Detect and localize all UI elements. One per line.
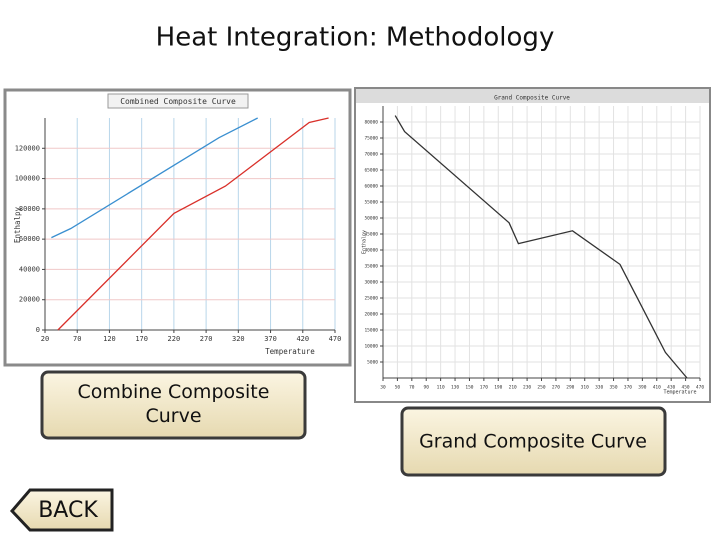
y-tick-label: 60000 bbox=[19, 235, 40, 243]
x-tick-label: 330 bbox=[595, 385, 603, 391]
slide-title: Heat Integration: Methodology bbox=[156, 23, 555, 53]
x-tick-label: 110 bbox=[437, 385, 445, 391]
x-tick-label: 50 bbox=[395, 385, 401, 391]
line-series bbox=[394, 115, 688, 379]
x-tick-label: 120 bbox=[103, 335, 116, 343]
chart-title-box bbox=[107, 93, 249, 109]
y-tick-label: 100000 bbox=[15, 175, 40, 183]
x-tick-label: 390 bbox=[638, 385, 646, 391]
y-tick-label: 60000 bbox=[364, 184, 378, 190]
x-tick-label: 270 bbox=[200, 335, 213, 343]
chart-frame bbox=[354, 87, 711, 403]
x-tick-label: 130 bbox=[451, 385, 459, 391]
y-tick-label: 45000 bbox=[364, 232, 378, 238]
x-tick-label: 370 bbox=[264, 335, 277, 343]
y-tick-label: 20000 bbox=[364, 312, 378, 318]
x-tick-label: 70 bbox=[409, 385, 415, 391]
y-axis-label: Enthalpy bbox=[362, 230, 368, 254]
y-tick-label: 20000 bbox=[19, 296, 40, 304]
x-tick-label: 70 bbox=[73, 335, 81, 343]
x-tick-label: 290 bbox=[566, 385, 574, 391]
y-tick-label: 5000 bbox=[367, 360, 378, 366]
button-bg[interactable] bbox=[400, 406, 667, 477]
combine-button[interactable]: Combine Composite Curve bbox=[40, 370, 307, 440]
y-tick-label: 65000 bbox=[364, 168, 378, 174]
chart-title: Combined Composite Curve bbox=[120, 97, 236, 106]
button-label[interactable]: BACK bbox=[38, 498, 98, 523]
x-tick-label: 350 bbox=[609, 385, 617, 391]
x-tick-label: 470 bbox=[696, 385, 704, 391]
button-bg[interactable] bbox=[40, 370, 307, 440]
x-tick-label: 270 bbox=[552, 385, 560, 391]
y-tick-label: 55000 bbox=[364, 200, 378, 206]
y-tick-label: 40000 bbox=[19, 265, 40, 273]
line-series bbox=[57, 117, 329, 331]
x-tick-label: 320 bbox=[232, 335, 245, 343]
button-label[interactable]: Combine Composite Curve bbox=[77, 381, 270, 427]
chart-title-bar bbox=[356, 89, 709, 103]
x-tick-label: 170 bbox=[480, 385, 488, 391]
y-tick-label: 80000 bbox=[364, 120, 378, 126]
x-tick-label: 230 bbox=[523, 385, 531, 391]
button-bg[interactable] bbox=[9, 488, 114, 532]
x-tick-label: 250 bbox=[537, 385, 545, 391]
x-tick-label: 310 bbox=[581, 385, 589, 391]
x-axis-label: Temperature bbox=[663, 390, 696, 396]
y-tick-label: 75000 bbox=[364, 136, 378, 142]
y-axis-label: Enthalpy bbox=[13, 206, 22, 243]
x-tick-label: 150 bbox=[465, 385, 473, 391]
grand-button[interactable]: Grand Composite Curve bbox=[400, 406, 667, 477]
y-tick-label: 70000 bbox=[364, 152, 378, 158]
x-tick-label: 220 bbox=[168, 335, 181, 343]
x-tick-label: 210 bbox=[509, 385, 517, 391]
x-tick-label: 450 bbox=[682, 385, 690, 391]
y-tick-label: 35000 bbox=[364, 264, 378, 270]
y-tick-label: 80000 bbox=[19, 205, 40, 213]
y-tick-label: 15000 bbox=[364, 328, 378, 334]
x-tick-label: 190 bbox=[494, 385, 502, 391]
x-tick-label: 470 bbox=[329, 335, 342, 343]
y-tick-label: 50000 bbox=[364, 216, 378, 222]
button-label-box[interactable]: Combine Composite Curve bbox=[48, 374, 299, 436]
x-tick-label: 420 bbox=[296, 335, 309, 343]
x-axis-label: Temperature bbox=[265, 347, 315, 356]
line-series bbox=[51, 117, 258, 239]
y-tick-label: 120000 bbox=[15, 144, 40, 152]
back-button[interactable]: BACK bbox=[9, 488, 114, 532]
y-tick-label: 0 bbox=[36, 326, 40, 334]
x-tick-label: 20 bbox=[41, 335, 49, 343]
chart-title: Grand Composite Curve bbox=[494, 95, 570, 102]
x-tick-label: 410 bbox=[653, 385, 661, 391]
y-tick-label: 25000 bbox=[364, 296, 378, 302]
y-tick-label: 40000 bbox=[364, 248, 378, 254]
y-tick-label: 10000 bbox=[364, 344, 378, 350]
y-tick-label: 30000 bbox=[364, 280, 378, 286]
x-tick-label: 370 bbox=[624, 385, 632, 391]
x-tick-label: 430 bbox=[667, 385, 675, 391]
x-tick-label: 90 bbox=[424, 385, 430, 391]
x-tick-label: 30 bbox=[380, 385, 386, 391]
x-tick-label: 170 bbox=[135, 335, 148, 343]
button-label[interactable]: Grand Composite Curve bbox=[419, 431, 647, 453]
